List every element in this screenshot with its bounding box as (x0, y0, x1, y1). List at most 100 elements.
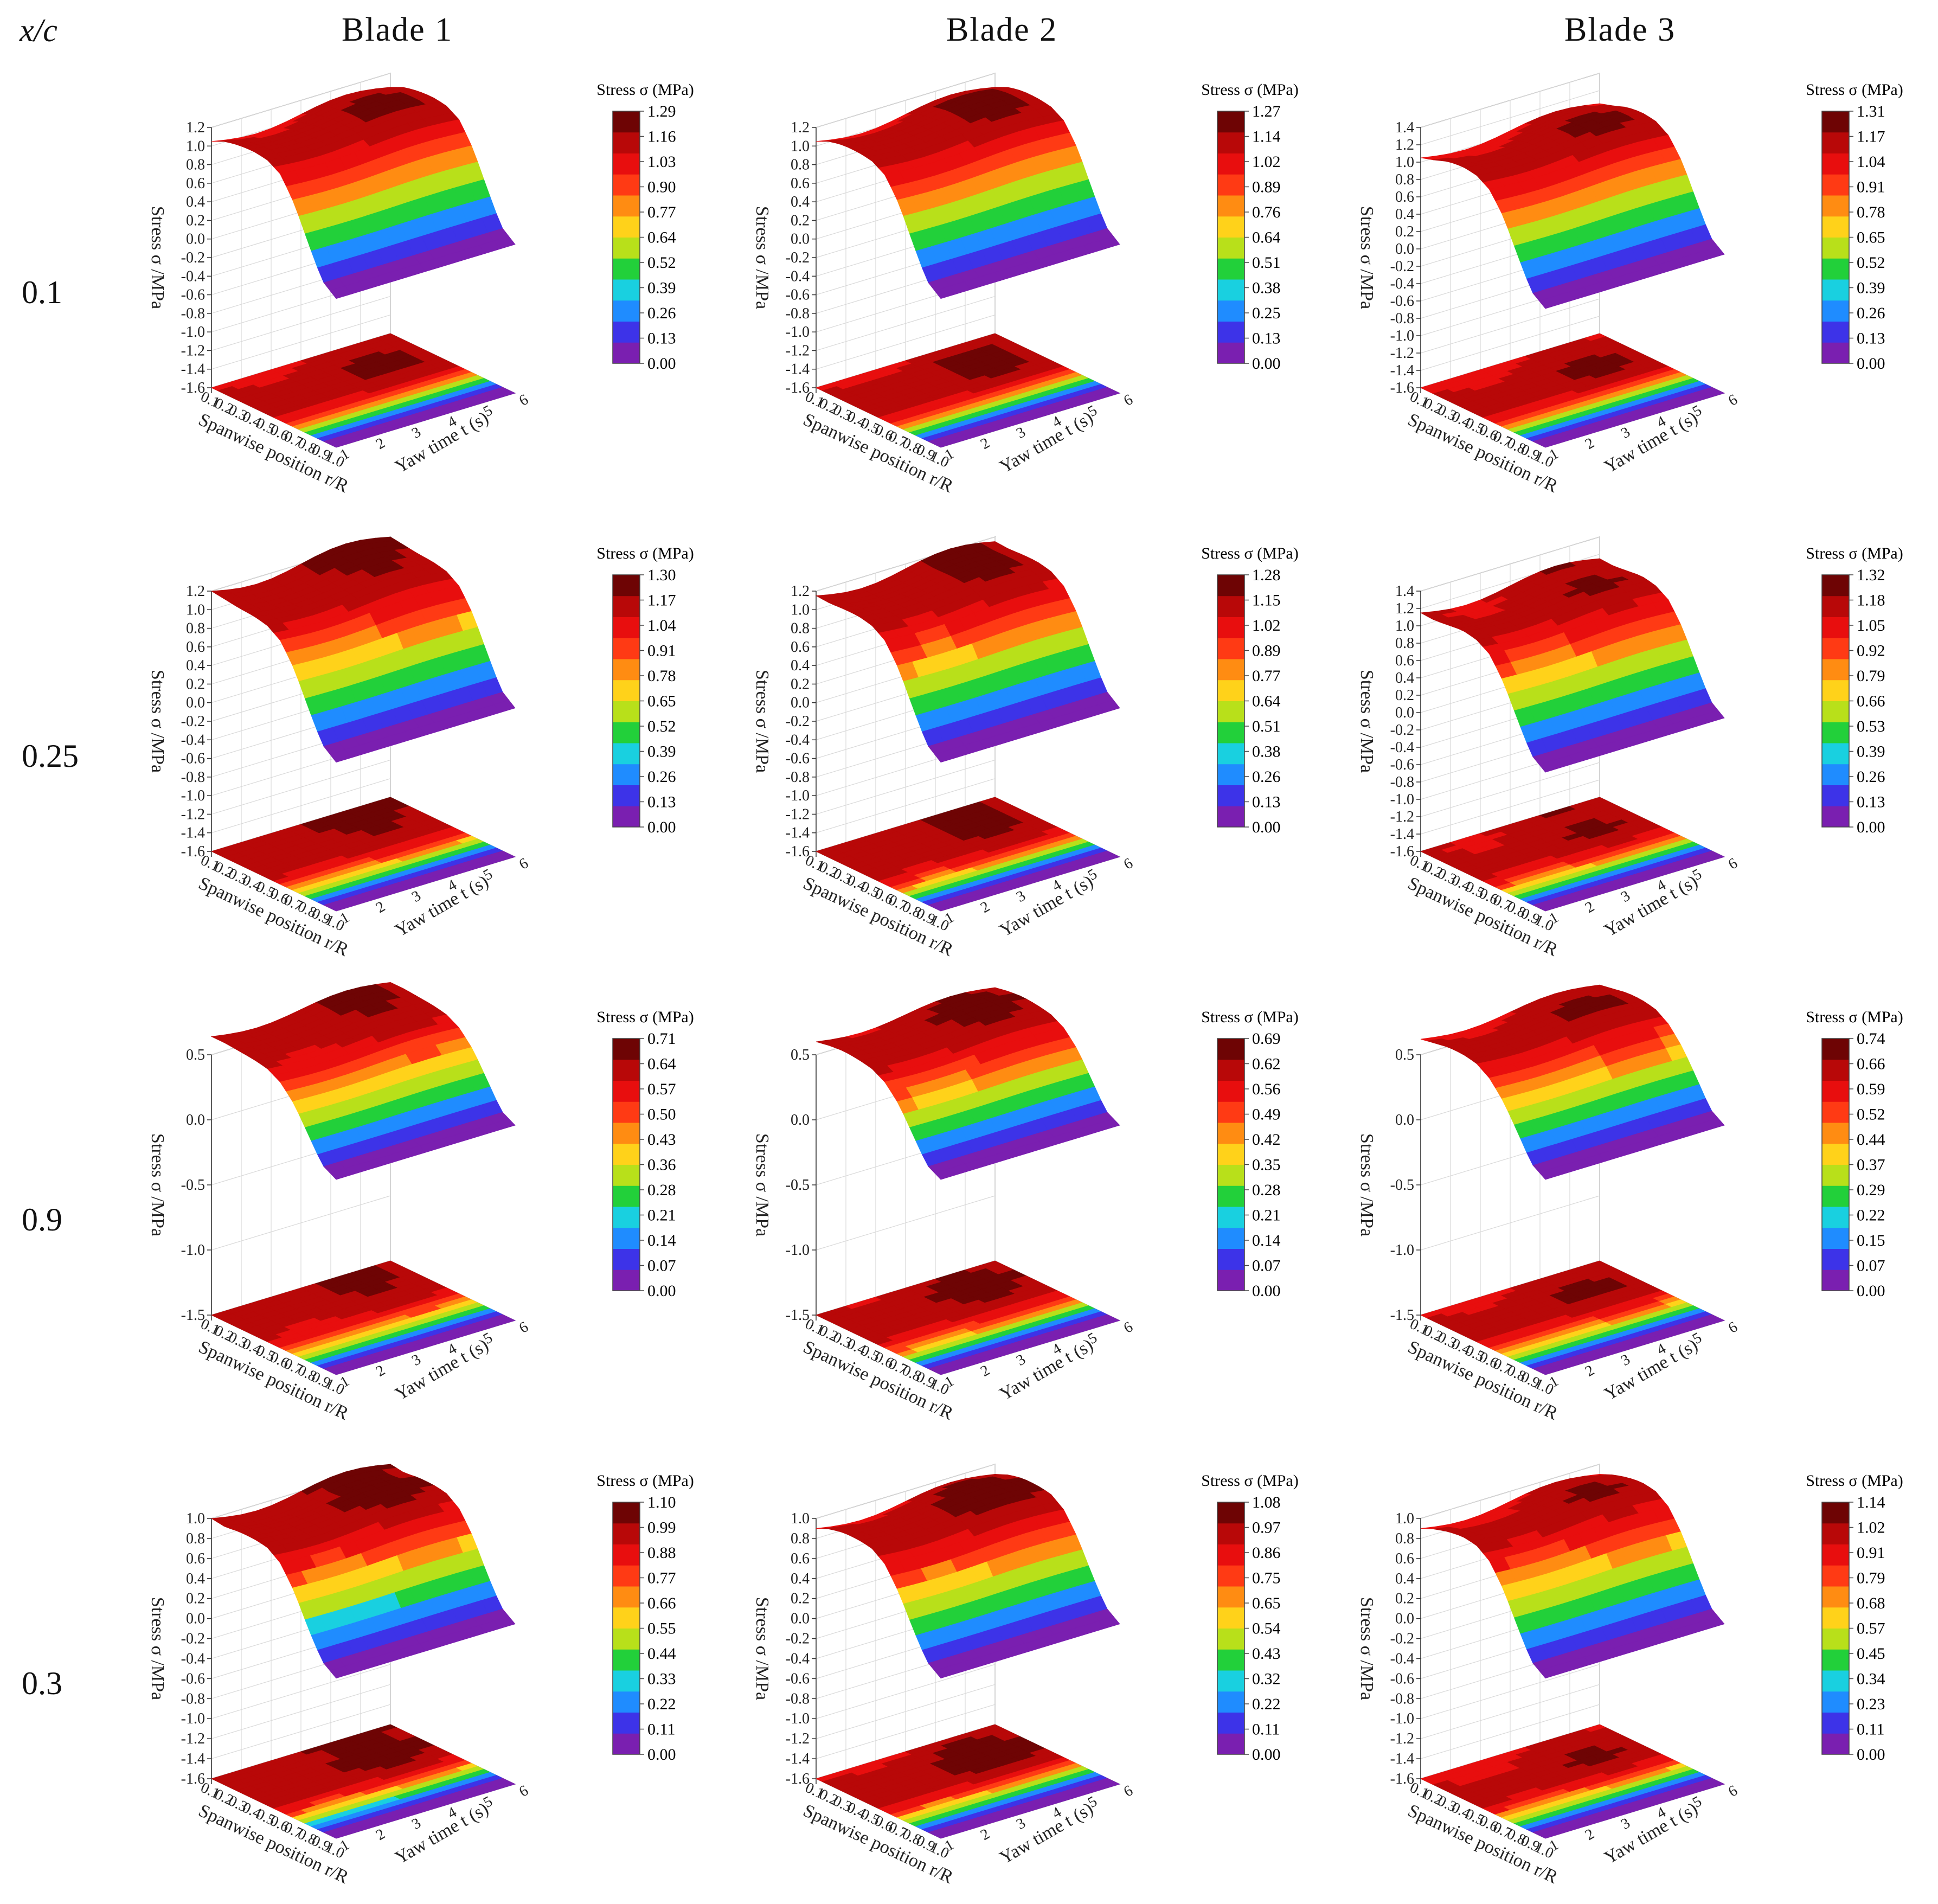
colorbar-tick-label: 1.28 (1252, 566, 1281, 584)
colorbar-tick-label: 0.91 (647, 642, 676, 660)
floor-contour-map (815, 1260, 1121, 1375)
colorbar: Stress σ (MPa)0.000.130.260.390.520.650.… (596, 544, 694, 836)
colorbar-band (613, 679, 640, 701)
z-tick-label: 0.5 (1395, 1047, 1414, 1063)
z-axis: -1.6-1.4-1.2-1.0-0.8-0.6-0.4-0.20.00.20.… (752, 583, 816, 860)
colorbar-tick-label: 0.00 (1857, 355, 1885, 373)
floor-cell (493, 1317, 516, 1325)
colorbar-band (1217, 722, 1244, 743)
colorbar-band (1217, 595, 1244, 617)
z-axis-title: Stress σ /MPa (1357, 670, 1377, 773)
colorbar-band (1822, 195, 1849, 217)
z-axis-title: Stress σ /MPa (147, 206, 168, 309)
colorbar-band (613, 722, 640, 743)
z-tick-label: -1.2 (181, 806, 205, 823)
z-tick-label: -0.4 (1390, 275, 1414, 292)
t-tick-label: 6 (516, 1318, 531, 1337)
colorbar-band (613, 1248, 640, 1270)
colorbar-tick-label: 0.56 (1252, 1080, 1281, 1098)
colorbar-band (613, 300, 640, 322)
t-tick-label: 3 (1618, 424, 1633, 442)
colorbar-band (1822, 659, 1849, 681)
colorbar-band (1217, 237, 1244, 259)
z-tick-label: 1.0 (791, 601, 810, 618)
z-tick-label: 1.0 (1395, 618, 1414, 634)
z-tick-label: -0.8 (786, 305, 810, 322)
colorbar-band (1822, 1207, 1849, 1228)
colorbar-band (1217, 174, 1244, 196)
colorbar-band (1217, 342, 1244, 364)
z-tick-label: 1.2 (1395, 137, 1414, 153)
colorbar-tick-label: 0.91 (1857, 178, 1885, 196)
colorbar-tick-label: 0.00 (647, 818, 676, 836)
colorbar-tick-label: 0.35 (1252, 1156, 1281, 1174)
colorbar-tick-label: 0.38 (1252, 743, 1281, 761)
colorbar-band (1217, 1270, 1244, 1291)
z-axis-title: Stress σ /MPa (752, 670, 772, 773)
colorbar-tick-label: 0.64 (1252, 229, 1281, 247)
colorbar-tick-label: 0.79 (1857, 667, 1885, 685)
z-tick-label: -1.6 (181, 843, 205, 860)
colorbar-band (613, 258, 640, 280)
z-tick-label: 1.0 (1395, 154, 1414, 171)
colorbar-title: Stress σ (MPa) (1201, 1008, 1299, 1026)
colorbar-tick-label: 0.22 (1857, 1207, 1885, 1225)
colorbar-band (613, 1164, 640, 1186)
z-tick-label: 0.6 (1395, 652, 1414, 669)
z-tick-label: -1.0 (181, 787, 205, 804)
surface-cell (329, 749, 352, 763)
z-tick-label: -1.6 (786, 843, 810, 860)
z-tick-label: 1.2 (1395, 600, 1414, 617)
colorbar-band (1822, 153, 1849, 175)
z-axis: -1.6-1.4-1.2-1.0-0.8-0.6-0.4-0.20.00.20.… (1357, 583, 1421, 860)
colorbar-band (1822, 342, 1849, 364)
z-tick-label: 0.6 (791, 175, 810, 192)
colorbar-band (1217, 1123, 1244, 1144)
colorbar-tick-label: 0.15 (1857, 1232, 1885, 1249)
z-axis: -1.6-1.4-1.2-1.0-0.8-0.6-0.4-0.20.00.20.… (752, 119, 816, 396)
row-label-2: 0.9 (22, 1202, 62, 1238)
z-tick-label: -0.5 (1390, 1177, 1414, 1194)
t-tick-label: 3 (1013, 424, 1029, 442)
z-axis-title: Stress σ /MPa (147, 1133, 168, 1236)
z-tick-label: -1.0 (181, 1242, 205, 1259)
colorbar-tick-label: 0.26 (1857, 304, 1885, 322)
colorbar-band (1217, 1207, 1244, 1228)
colorbar-band (613, 279, 640, 301)
surface-cell (934, 1168, 957, 1180)
z-tick-label: -0.4 (786, 732, 810, 748)
colorbar-tick-label: 0.74 (1857, 1030, 1885, 1048)
floor-contour-map (210, 1260, 516, 1375)
colorbar-title: Stress σ (MPa) (596, 1008, 694, 1026)
colorbar-band (1217, 806, 1244, 828)
colorbar-band (1217, 1080, 1244, 1102)
panel-2-2: -1.6 -1.4 -1.2 -1.0 -0.8 -0.6 -0.4 -0.2 0.0 0.2 0.… (740, 531, 1347, 976)
z-tick-label: 1.2 (791, 583, 810, 600)
floor-contour-map (815, 797, 1121, 912)
z-tick-label: -1.4 (1390, 362, 1414, 379)
colorbar-tick-label: 0.13 (1252, 793, 1281, 811)
z-tick-label: 0.8 (791, 157, 810, 174)
colorbar-band (1822, 237, 1849, 259)
z-tick-label: -1.2 (1390, 809, 1414, 825)
panel-3-3: -1.5 -1.0 -0.5 0.0 0.5 Stress σ /MPa 0.1 0.2 0.3… (1345, 984, 1938, 1440)
colorbar-band (1822, 1248, 1849, 1270)
colorbar-band (613, 638, 640, 659)
colorbar-tick-label: 1.02 (1252, 617, 1281, 634)
colorbar-band (1217, 1038, 1244, 1060)
t-tick-label: 2 (978, 434, 993, 453)
colorbar-band (1822, 174, 1849, 196)
colorbar-band (1217, 701, 1244, 722)
t-tick-label: 2 (1582, 898, 1597, 916)
colorbar-band (1217, 764, 1244, 785)
z-tick-label: 1.2 (186, 119, 205, 136)
colorbar-tick-label: 0.00 (1857, 1282, 1885, 1300)
z-tick-label: 1.4 (1395, 583, 1414, 600)
colorbar-tick-label: 0.13 (647, 330, 676, 348)
colorbar-tick-label: 0.52 (647, 254, 676, 272)
colorbar-band (1822, 785, 1849, 806)
floor-contour-map (210, 797, 516, 912)
panel-4-1: -1.6 -1.4 -1.2 -1.0 -0.8 -0.6 -0.4 -0.2 0.0 0.2 0.… (136, 1459, 743, 1903)
